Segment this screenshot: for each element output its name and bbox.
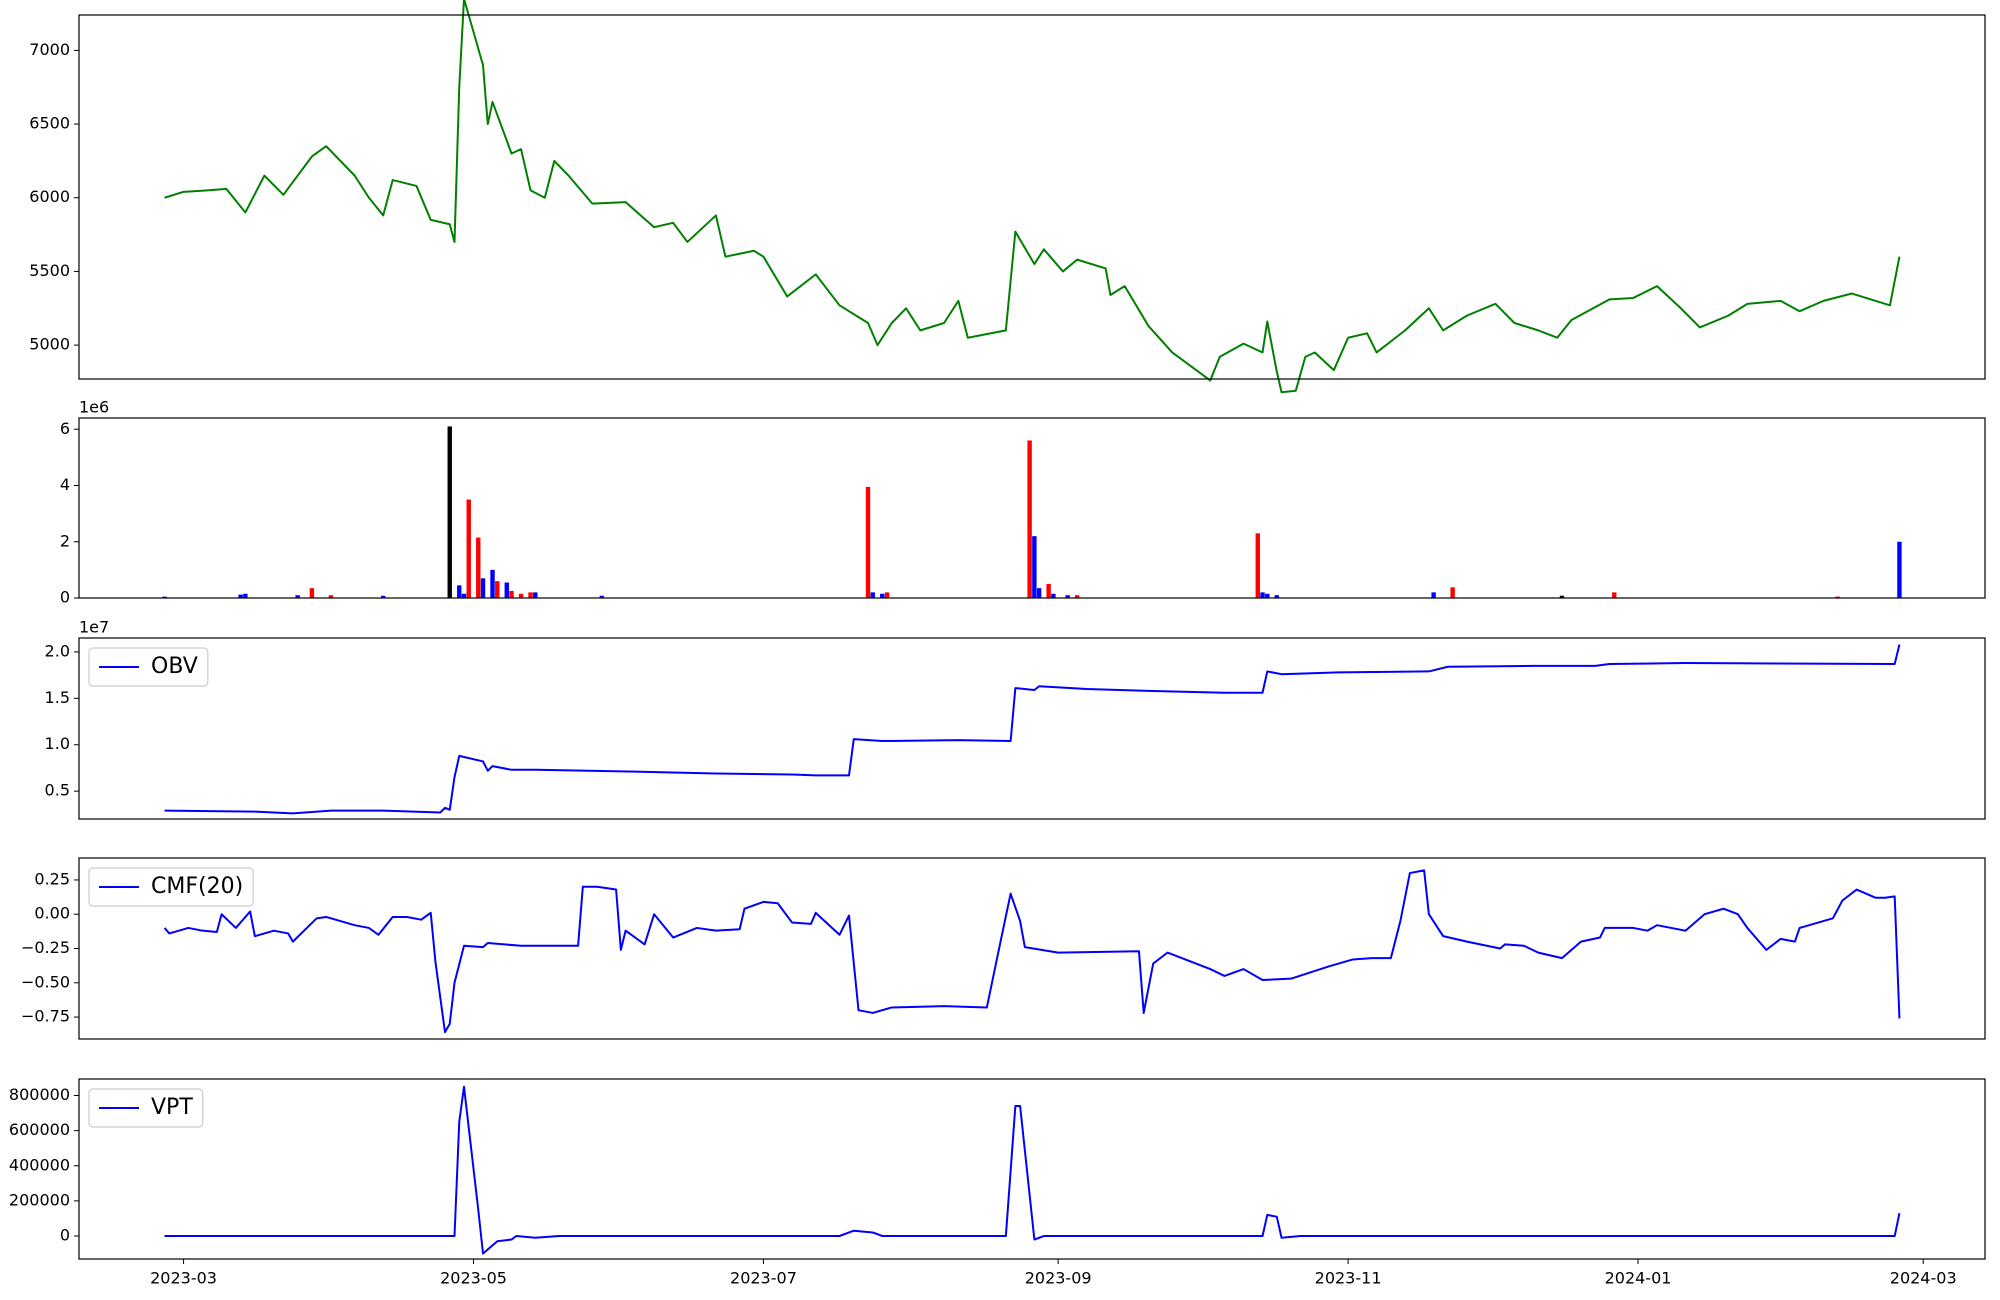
legend-box xyxy=(88,647,209,687)
panel: 0.5 1.0 1.5 2.0 1e7 OBV xyxy=(45,618,1986,820)
panel: 5000 5500 6000 6500 7000 xyxy=(29,0,1986,394)
y-tick-label: 1.5 xyxy=(45,688,70,707)
y-tick-label: 6000 xyxy=(29,187,70,206)
legend-label: OBV xyxy=(151,654,198,679)
legend: OBV xyxy=(88,647,209,687)
volume-bar xyxy=(509,590,514,598)
y-tick-label: 2.0 xyxy=(45,641,70,660)
volume-bar xyxy=(1065,595,1070,598)
y-tick-label: 5000 xyxy=(29,335,70,354)
volume-bar xyxy=(1051,593,1056,598)
y-tick-label: 0.25 xyxy=(34,869,70,888)
volume-bar xyxy=(1612,592,1617,598)
y-tick-label: −0.25 xyxy=(21,938,70,957)
volume-bar xyxy=(865,486,871,598)
series-line xyxy=(164,1085,1901,1255)
y-tick-label: −0.75 xyxy=(21,1007,70,1026)
y-tick-label: −0.50 xyxy=(21,972,70,991)
volume-bar xyxy=(476,537,481,598)
volume-bar xyxy=(518,593,524,598)
volume-bar xyxy=(1032,536,1037,598)
volume-bar xyxy=(599,595,605,598)
y-tick-label: 600000 xyxy=(9,1120,70,1139)
plot-frame xyxy=(78,14,1986,380)
volume-bar xyxy=(309,588,315,598)
x-tick-label: 2023-07 xyxy=(730,1269,797,1288)
y-tick-label: 6 xyxy=(60,419,70,438)
legend-box xyxy=(88,867,254,907)
plot-frame xyxy=(78,637,1986,820)
volume-bar xyxy=(533,592,538,598)
volume-bar xyxy=(243,593,248,598)
volume-bar xyxy=(457,585,462,598)
plot-frame xyxy=(78,1078,1986,1260)
axis-offset-label: 1e6 xyxy=(79,398,109,417)
volume-bar xyxy=(328,595,334,598)
legend-label: VPT xyxy=(151,1095,193,1120)
volume-bar xyxy=(162,596,167,598)
series-line xyxy=(163,869,1901,1034)
y-tick-label: 400000 xyxy=(9,1155,70,1174)
x-tick-label: 2023-09 xyxy=(1025,1269,1092,1288)
y-tick-label: 2 xyxy=(60,531,70,550)
volume-bar xyxy=(1450,587,1455,598)
volume-bar xyxy=(884,592,890,598)
volume-bar xyxy=(1897,541,1902,598)
legend-label: CMF(20) xyxy=(151,874,243,899)
volume-bar xyxy=(504,582,509,598)
x-tick-label: 2023-11 xyxy=(1315,1269,1382,1288)
volume-bar xyxy=(295,595,300,598)
volume-bar xyxy=(466,499,471,598)
series-line xyxy=(164,0,1901,394)
volume-bar xyxy=(447,426,452,598)
y-tick-label: 1.0 xyxy=(45,734,70,753)
y-tick-label: 0.5 xyxy=(45,781,70,800)
y-tick-label: 0.00 xyxy=(34,904,70,923)
y-tick-label: 6500 xyxy=(29,114,70,133)
y-tick-label: 5500 xyxy=(29,261,70,280)
y-tick-label: 800000 xyxy=(9,1085,70,1104)
volume-bar xyxy=(1265,593,1270,598)
volume-bar xyxy=(380,595,386,598)
volume-bar xyxy=(1431,592,1436,598)
plot-frame xyxy=(78,857,1986,1040)
plot-frame xyxy=(78,417,1986,599)
legend-box xyxy=(88,1088,204,1128)
x-tick-label: 2023-03 xyxy=(150,1269,217,1288)
volume-bar xyxy=(1255,533,1260,598)
volume-bar xyxy=(1036,588,1042,598)
volume-bar xyxy=(495,581,500,598)
volume-bar xyxy=(1027,440,1032,598)
volume-bar xyxy=(480,578,486,598)
volume-bar xyxy=(870,592,875,598)
volume-bar xyxy=(1835,596,1840,598)
panel: 0 200000 400000 600000 800000 2023-03 2023-05 2… xyxy=(9,1078,1986,1288)
legend: VPT xyxy=(88,1088,204,1128)
volume-bar xyxy=(1559,595,1565,598)
volume-bar xyxy=(490,569,495,598)
volume-bar xyxy=(1074,595,1080,598)
volume-bar xyxy=(461,593,467,598)
volume-bar xyxy=(1046,583,1051,598)
x-tick-label: 2023-05 xyxy=(440,1269,507,1288)
x-tick-label: 2024-03 xyxy=(1890,1269,1957,1288)
legend: CMF(20) xyxy=(88,867,254,907)
volume-bar xyxy=(528,592,533,598)
y-tick-label: 0 xyxy=(60,1225,70,1244)
y-tick-label: 4 xyxy=(60,475,70,494)
x-tick-label: 2024-01 xyxy=(1605,1269,1672,1288)
panel: 0.25 0.00 −0.25 −0.50 −0.75 CMF(20) xyxy=(21,857,1986,1040)
panel: 0 2 4 6 1e6 xyxy=(60,398,1986,607)
y-tick-label: 7000 xyxy=(29,40,70,59)
y-tick-label: 0 xyxy=(60,588,70,607)
y-tick-label: 200000 xyxy=(9,1190,70,1209)
volume-bar xyxy=(880,593,885,598)
volume-bar xyxy=(1274,595,1279,598)
volume-bar xyxy=(238,594,243,598)
volume-bar xyxy=(1260,592,1265,598)
series-line xyxy=(164,644,1901,815)
axis-offset-label: 1e7 xyxy=(79,618,109,637)
